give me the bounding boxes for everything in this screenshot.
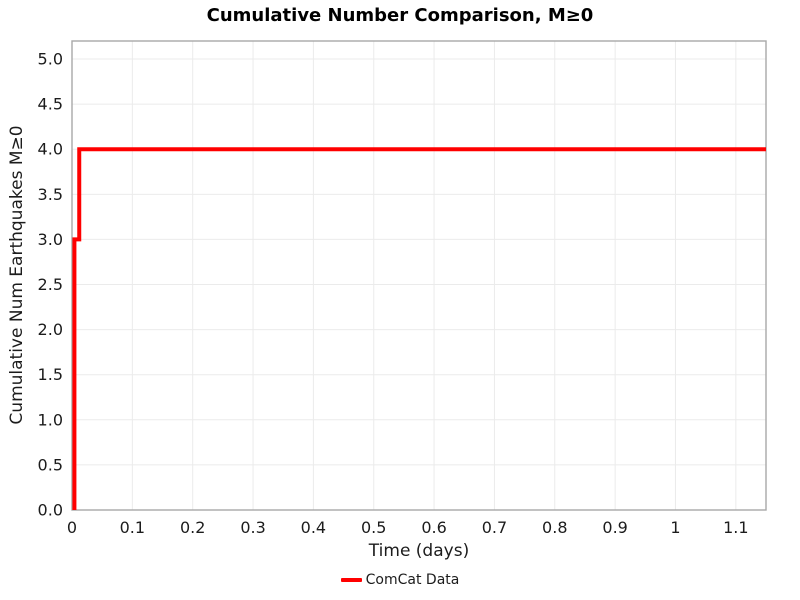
chart-title: Cumulative Number Comparison, M≥0: [206, 5, 594, 26]
axes-border: [71, 40, 767, 511]
x-tick-label: 0.5: [361, 518, 386, 537]
legend-label: ComCat Data: [365, 572, 460, 588]
y-axis-label: Cumulative Num Earthquakes M≥0: [7, 125, 27, 425]
y-tick-label: 3.0: [38, 230, 63, 249]
x-tick-label: 0.9: [602, 518, 627, 537]
x-tick-label: 1.1: [723, 518, 748, 537]
x-tick-label: 0.1: [120, 518, 145, 537]
x-tick-label: 1: [670, 518, 680, 537]
x-tick-label: 0.3: [240, 518, 265, 537]
x-tick-label: 0.2: [180, 518, 205, 537]
x-tick-label: 0.6: [421, 518, 446, 537]
x-tick-label: 0.4: [301, 518, 326, 537]
y-tick-label: 2.0: [38, 320, 63, 339]
y-tick-label: 0.5: [38, 455, 63, 474]
y-tick-label: 4.5: [38, 95, 63, 114]
x-tick-label: 0: [67, 518, 77, 537]
x-axis-label: Time (days): [368, 541, 470, 561]
legend-line-swatch: [340, 578, 362, 582]
legend: ComCat Data: [0, 572, 800, 588]
y-tick-label: 1.0: [38, 410, 63, 429]
series-line: [72, 147, 766, 510]
y-tick-label: 4.0: [38, 140, 63, 159]
y-tick-label: 3.5: [38, 185, 63, 204]
y-tick-label: 5.0: [38, 50, 63, 69]
x-tick-label: 0.8: [542, 518, 567, 537]
y-tick-label: 2.5: [38, 275, 63, 294]
x-tick-label: 0.7: [482, 518, 507, 537]
y-tick-label: 0.0: [38, 501, 63, 520]
y-tick-label: 1.5: [38, 365, 63, 384]
